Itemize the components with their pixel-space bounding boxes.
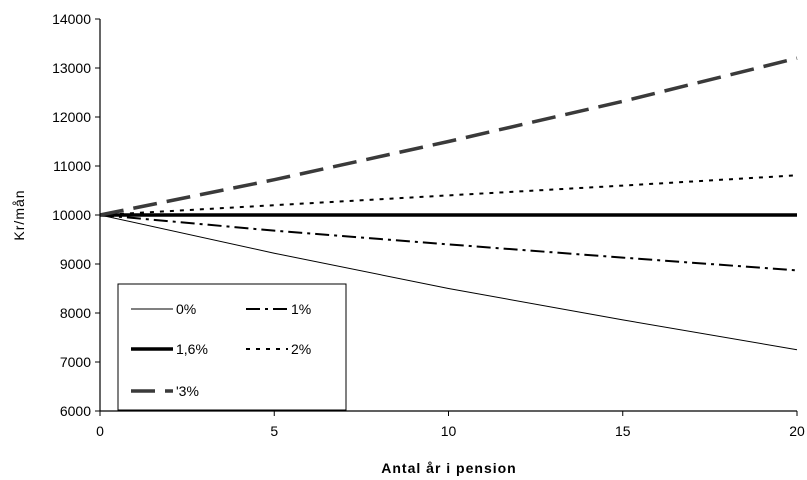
legend: 0% 1% 1,6% 2% '3% bbox=[117, 283, 347, 411]
x-tick-label: 10 bbox=[441, 423, 457, 439]
x-axis-title: Antal år i pension bbox=[381, 460, 516, 476]
legend-label: 2% bbox=[291, 341, 311, 357]
y-axis-title: Kr/mån bbox=[11, 189, 27, 240]
series-line bbox=[99, 56, 798, 217]
y-tick-label: 7000 bbox=[60, 354, 91, 370]
x-tick-label: 0 bbox=[96, 423, 104, 439]
y-tick-label: 10000 bbox=[52, 207, 91, 223]
y-tick-label: 12000 bbox=[52, 109, 91, 125]
legend-label: 1% bbox=[291, 301, 311, 317]
legend-label: 1,6% bbox=[176, 341, 208, 357]
x-tick-label: 15 bbox=[615, 423, 631, 439]
legend-box bbox=[117, 283, 347, 411]
series-line bbox=[99, 214, 798, 351]
x-axis-ticks: 0 5 10 15 20 bbox=[96, 411, 805, 439]
series-line bbox=[99, 174, 798, 216]
y-tick-label: 14000 bbox=[52, 11, 91, 27]
y-tick-label: 13000 bbox=[52, 60, 91, 76]
legend-label: 0% bbox=[176, 301, 196, 317]
y-axis-ticks: 6000 7000 8000 9000 10000 11000 12000 13000 1400… bbox=[52, 11, 100, 419]
series-line bbox=[99, 214, 798, 272]
x-tick-label: 20 bbox=[789, 423, 805, 439]
legend-label: '3% bbox=[176, 383, 199, 399]
y-tick-label: 9000 bbox=[60, 256, 91, 272]
y-tick-label: 11000 bbox=[53, 158, 91, 174]
series-layer bbox=[99, 56, 798, 351]
x-tick-label: 5 bbox=[270, 423, 278, 439]
y-tick-label: 8000 bbox=[60, 305, 91, 321]
y-tick-label: 6000 bbox=[60, 403, 91, 419]
